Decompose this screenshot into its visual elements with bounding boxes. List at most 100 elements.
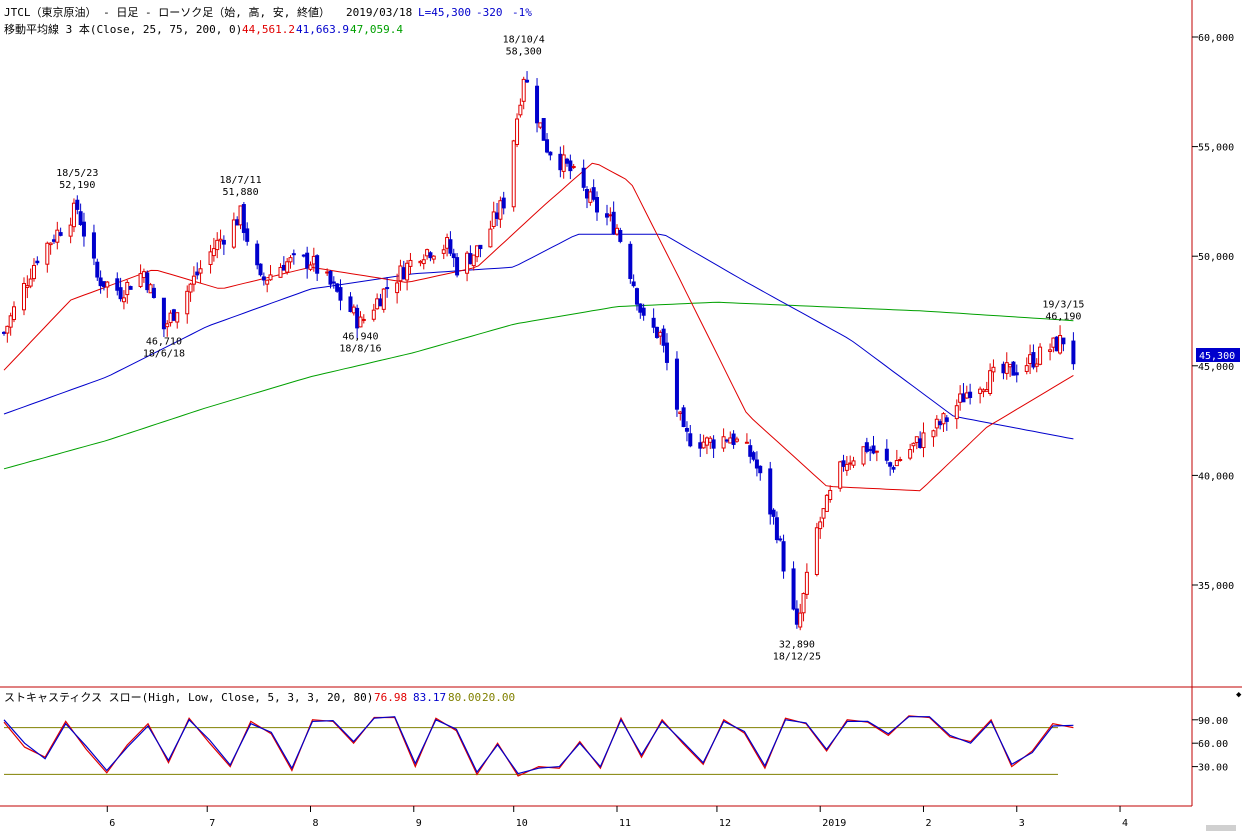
stoch-tick-label: 60.00 [1198,739,1228,750]
candle-up [208,251,213,265]
stoch-d-value: 83.17 [413,691,446,704]
candle-up [431,255,436,260]
candle-up [188,283,193,293]
time-tick-label: 2 [925,818,931,829]
candle-down [938,421,943,426]
peak-annotation: 52,190 [59,180,95,191]
candle-down [654,326,659,338]
scroll-thumb[interactable] [1206,825,1236,831]
candle-down [781,541,786,572]
candle-down [101,281,106,287]
candle-up [931,430,936,438]
ma75-line [3,233,1074,440]
candle-up [701,441,706,449]
stoch-tick-label: 30.00 [1198,763,1228,774]
chart-title: JTCL（東京原油） - 日足 - ローソク足（始, 高, 安, 終値） [4,5,330,19]
candle-up [814,527,819,575]
candle-up [734,438,739,442]
candle-up [371,309,376,320]
candle-down [581,167,586,188]
candle-down [151,287,156,298]
candle-up [185,290,190,315]
candle-down [891,467,896,470]
candle-down [338,287,343,301]
candle-down [731,433,736,445]
candle-down [385,287,390,290]
candle-up [964,392,969,399]
candle-up [265,279,270,285]
candle-down [495,212,500,219]
candle-down [261,276,266,281]
candle-up [238,205,243,226]
candle-up [71,202,76,228]
candle-up [5,325,10,334]
candle-down [661,328,666,346]
last-price-badge-text: 45,300 [1199,351,1235,362]
stoch-lower-level: 20.00 [482,691,515,704]
candle-up [981,389,986,393]
ma200-value: 47,059.4 [350,23,403,36]
candle-down [305,252,310,269]
candle-down [525,79,530,83]
candle-up [361,318,366,321]
price-tick-label: 50,000 [1198,252,1234,263]
candle-up [728,437,733,444]
stoch-upper-level: 80.00 [448,691,481,704]
candle-up [1024,365,1029,372]
price-tick-label: 45,000 [1198,362,1234,373]
candle-up [55,229,60,243]
candle-up [1058,335,1063,354]
candle-down [145,272,150,291]
candle-down [545,139,550,153]
time-tick-label: 9 [416,818,422,829]
candle-down [348,296,353,312]
candle-up [191,275,196,285]
candle-up [818,521,823,530]
time-tick-label: 3 [1019,818,1025,829]
candle-down [331,281,336,284]
candle-up [984,389,989,392]
candle-up [165,323,170,328]
peak-annotation: 18/6/18 [143,348,185,359]
candle-down [328,270,333,285]
panel-resize-icon[interactable]: ◆ [1236,690,1242,700]
candle-up [828,489,833,501]
candle-up [441,249,446,254]
candle-up [1034,363,1039,367]
candle-up [1038,346,1043,365]
candle-up [941,413,946,425]
candle-up [381,288,386,310]
candle-down [1011,361,1016,376]
candle-up [1048,349,1053,352]
candle-down [638,303,643,313]
candle-up [418,260,423,264]
candle-up [798,612,803,628]
candle-up [175,312,180,323]
candle-down [535,85,540,124]
candle-up [421,259,426,265]
candle-down [1014,372,1019,376]
candle-down [291,253,296,256]
candle-down [791,568,796,610]
candle-up [125,281,130,296]
candle-down [631,281,636,287]
time-axis: 6 7 8 9 10 11 12 2019 2 3 4 [106,806,1128,829]
candle-down [1054,336,1059,352]
candle-down [558,153,563,171]
candle-up [8,315,13,328]
candle-down [641,307,646,316]
candle-up [921,432,926,449]
candle-up [45,242,50,265]
candle-down [335,283,340,292]
candle-up [141,271,146,279]
candle-up [398,265,403,282]
candle-up [211,248,216,257]
candle-up [308,264,313,270]
candle-up [31,264,36,280]
candle-up [848,462,853,465]
peak-annotation: 18/8/16 [339,343,381,354]
candle-down [611,211,616,235]
moving-average-layer [3,162,1074,492]
candle-up [894,460,899,467]
